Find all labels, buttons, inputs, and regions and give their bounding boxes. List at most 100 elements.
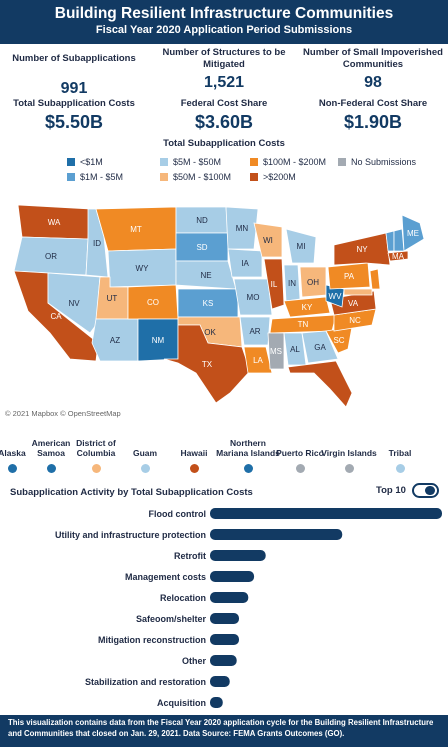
legend-swatch	[160, 158, 168, 166]
kpi-label: Federal Cost Share	[180, 98, 268, 109]
state-MD[interactable]	[343, 288, 373, 296]
state-label-WV: WV	[329, 292, 343, 301]
territory-item[interactable]: Puerto Rico	[268, 420, 332, 473]
bar[interactable]	[210, 634, 239, 645]
state-label-FL: FL	[315, 380, 325, 389]
bar[interactable]	[210, 613, 239, 624]
territory-item[interactable]: Northern Mariana Islands	[216, 420, 280, 473]
state-TX[interactable]	[163, 324, 251, 404]
state-AR[interactable]	[239, 316, 271, 346]
bar-label: Retrofit	[174, 551, 206, 561]
us-states-map[interactable]: WA OR CA ID NV MT WY UT AZ CO NM ND SD NE KS OK TX MN IA MO…	[0, 193, 448, 408]
bar[interactable]	[210, 529, 343, 540]
state-IL[interactable]	[263, 258, 285, 310]
state-FL[interactable]	[287, 360, 353, 408]
state-label-AL: AL	[290, 345, 300, 354]
state-MA[interactable]	[387, 250, 409, 262]
state-KY[interactable]	[283, 296, 331, 318]
state-NJ[interactable]	[369, 268, 381, 290]
state-label-MO: MO	[247, 293, 260, 302]
state-shapes	[13, 204, 425, 408]
state-label-NV: NV	[68, 299, 80, 308]
legend-item[interactable]: $100M - $200M	[250, 157, 326, 167]
territory-item[interactable]: American Samoa	[19, 420, 83, 473]
legend-item[interactable]: No Submissions	[338, 157, 416, 167]
state-label-ME: ME	[407, 229, 419, 238]
state-IN[interactable]	[283, 264, 301, 302]
bar-label: Safeoom/shelter	[136, 614, 207, 624]
state-MI[interactable]	[285, 228, 317, 264]
kpi-label: Total Subapplication Costs	[13, 98, 135, 109]
territory-item[interactable]: Guam	[113, 420, 177, 473]
state-NY[interactable]	[333, 232, 391, 266]
activity-chart-title: Subapplication Activity by Total Subappl…	[10, 487, 253, 498]
legend-swatch	[67, 158, 75, 166]
kpi-small-communities: Number of Small Impoverished Communities…	[300, 47, 446, 92]
territory-dot	[189, 464, 199, 473]
legend-item[interactable]: $50M - $100M	[160, 172, 231, 182]
state-NH[interactable]	[393, 228, 405, 252]
state-label-MT: MT	[130, 225, 142, 234]
top10-toggle[interactable]	[411, 483, 439, 498]
territory-item[interactable]: Alaska	[0, 420, 44, 473]
territory-dot	[140, 464, 150, 473]
legend-label: $5M - $50M	[173, 157, 222, 167]
legend-swatch	[250, 158, 258, 166]
state-WI[interactable]	[253, 222, 283, 258]
territory-dot	[395, 464, 405, 473]
bar[interactable]	[210, 697, 223, 708]
kpi-federal-share: Federal Cost Share $3.60B	[154, 98, 294, 133]
bar-label: Other	[182, 656, 207, 666]
legend-item[interactable]: <$1M	[67, 157, 103, 167]
state-label-NM: NM	[152, 336, 165, 345]
state-PA[interactable]	[327, 262, 371, 290]
territory-name: Guam	[132, 448, 158, 458]
territory-item[interactable]: Tribal	[368, 420, 432, 473]
territory-name: Hawaii	[180, 448, 208, 458]
legend-label: >$200M	[263, 172, 296, 182]
state-NV[interactable]	[47, 272, 101, 334]
bar[interactable]	[210, 676, 230, 687]
state-LA[interactable]	[243, 346, 273, 374]
bar-label: Mitigation reconstruction	[98, 635, 206, 645]
state-label-OK: OK	[204, 328, 216, 337]
kpi-value: $5.50B	[44, 112, 104, 132]
state-MN[interactable]	[225, 206, 259, 250]
territory-name: Tribal	[388, 448, 412, 458]
state-MO[interactable]	[233, 278, 273, 316]
state-label-IN: IN	[288, 279, 296, 288]
bar[interactable]	[210, 571, 255, 582]
bar[interactable]	[210, 508, 442, 519]
bar-label: Stabilization and restoration	[85, 677, 206, 687]
state-IA[interactable]	[227, 248, 263, 278]
territory-item[interactable]: District of Columbia	[64, 420, 128, 473]
state-label-NC: NC	[349, 316, 361, 325]
legend-title: Total Subapplication Costs	[163, 138, 285, 149]
state-label-CO: CO	[147, 298, 159, 307]
state-label-KS: KS	[203, 299, 214, 308]
territory-item[interactable]: Hawaii	[162, 420, 226, 473]
legend-item[interactable]: $1M - $5M	[67, 172, 123, 182]
bar-label: Utility and infrastructure protection	[55, 530, 206, 540]
state-MS[interactable]	[267, 332, 285, 370]
state-labels: WA OR CA ID NV MT WY UT AZ CO NM ND SD NE KS OK TX MN IA MO…	[45, 216, 419, 389]
bar[interactable]	[210, 550, 266, 561]
kpi-value: 98	[364, 74, 382, 91]
top10-toggle-group[interactable]: Top 10	[376, 483, 439, 498]
legend-swatch	[250, 173, 258, 181]
bar[interactable]	[210, 592, 249, 603]
state-label-WI: WI	[263, 236, 273, 245]
legend-label: $50M - $100M	[173, 172, 232, 182]
bar[interactable]	[210, 655, 237, 666]
kpi-num-subapplications: Number of Subapplications 991	[4, 53, 144, 98]
territory-name: Alaska	[0, 448, 26, 458]
state-label-TN: TN	[298, 320, 309, 329]
legend-item[interactable]: $5M - $50M	[160, 157, 221, 167]
state-GA[interactable]	[301, 330, 339, 364]
territory-item[interactable]: Virgin Islands	[317, 420, 381, 473]
state-label-CA: CA	[50, 312, 62, 321]
legend-item[interactable]: >$200M	[250, 172, 296, 182]
state-ME[interactable]	[401, 214, 425, 252]
territory-dot	[295, 464, 305, 473]
bar-label: Flood control	[149, 509, 207, 519]
